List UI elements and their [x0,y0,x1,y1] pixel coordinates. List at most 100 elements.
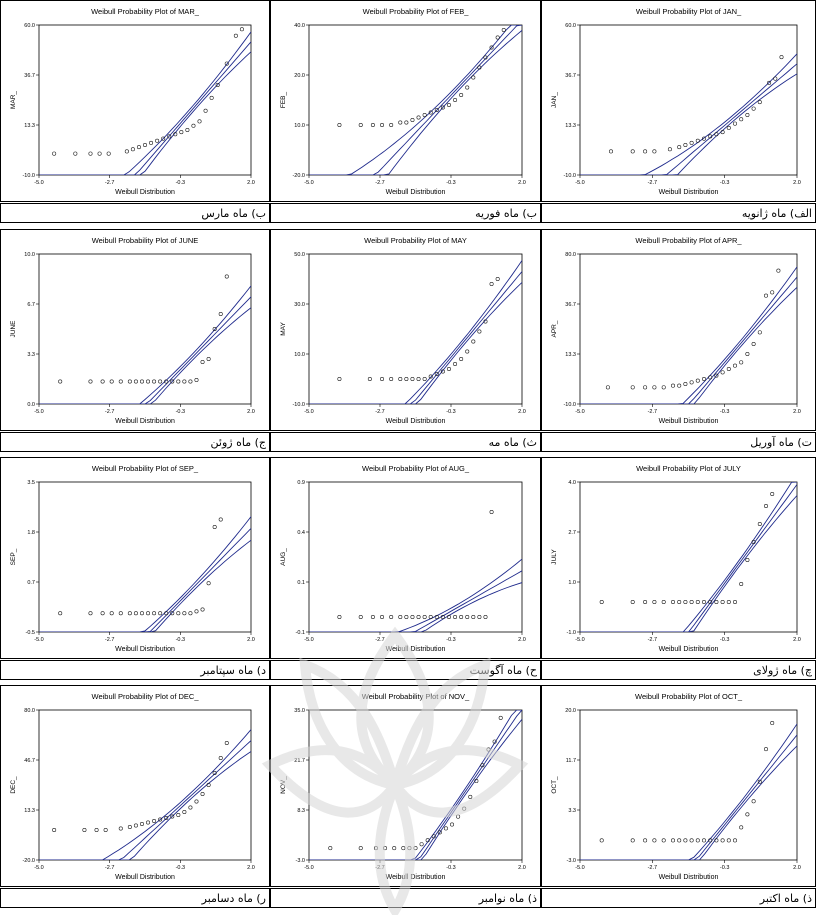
lower-confidence-band [309,30,522,175]
x-tick-label: -0.3 [720,637,729,643]
data-point [630,149,635,154]
data-point [337,615,342,620]
upper-confidence-band [580,266,797,404]
weibull-plot-panel: Weibull Probability Plot of AUG_ -0.1 0.1 0… [270,457,541,659]
data-point [233,33,238,38]
data-point [389,615,394,620]
upper-confidence-band [39,31,251,175]
x-axis-label: Weibull Distribution [115,189,175,196]
data-point [176,611,181,616]
data-point [434,372,439,377]
weibull-plot-panel: Weibull Probability Plot of MAR_ -10.0 13.… [0,0,270,202]
x-tick-label: -0.3 [176,865,185,871]
plot-frame [38,709,252,861]
data-point [702,838,707,843]
data-point [401,846,406,851]
data-point [714,600,719,605]
data-point [173,132,178,137]
fitted-line [309,25,522,175]
upper-confidence-band [580,723,797,860]
data-point [164,379,169,384]
x-axis-label: Weibull Distribution [386,874,446,881]
y-axis-label: FEB_ [280,91,287,108]
x-tick-label: -0.3 [720,865,729,871]
y-tick-label: 3.5 [27,480,35,486]
data-point [215,83,220,88]
data-point [720,600,725,605]
data-point [770,491,775,496]
x-tick-label: -2.7 [105,409,114,415]
y-tick-label: 50.0 [294,252,305,258]
y-tick-label: 20.0 [565,708,576,714]
weibull-plot-svg: Weibull Probability Plot of JAN_ -10.0 13.… [551,7,801,196]
data-point [695,138,700,143]
data-point [661,600,666,605]
data-point [194,378,199,383]
data-point [643,385,648,390]
y-tick-label: -10.0 [292,402,305,408]
x-tick-label: -2.7 [375,180,384,186]
data-point [407,846,412,851]
y-tick-label: 36.7 [565,302,576,308]
panel-caption: ر) ماه دسامبر [0,888,270,908]
data-point [413,846,418,851]
x-axis-label: Weibull Distribution [659,874,719,881]
y-tick-label: 0.0 [27,402,35,408]
upper-confidence-band [309,260,522,404]
data-point [152,379,157,384]
data-point [683,382,688,387]
y-tick-label: 40.0 [294,23,305,29]
data-point [127,379,132,384]
data-point [118,379,123,384]
data-point [380,615,385,620]
data-point [97,151,102,156]
data-point [73,151,78,156]
plot-title: Weibull Probability Plot of JULY [636,464,741,473]
data-point [495,35,500,40]
data-point [465,85,470,90]
data-point [170,814,175,819]
data-point [695,378,700,383]
data-point [745,113,750,118]
plot-title: Weibull Probability Plot of APR_ [635,236,742,245]
data-point [428,374,433,379]
weibull-plot-svg: Weibull Probability Plot of JULY -1.0 1.0 2… [551,464,801,653]
weibull-plot-panel: Weibull Probability Plot of FEB_ -20.0 10.… [270,0,541,202]
y-tick-label: 60.0 [565,23,576,29]
data-point [182,611,187,616]
y-axis-label: NOV_ [280,776,287,794]
data-point [652,838,657,843]
x-axis-label: Weibull Distribution [659,189,719,196]
data-point [483,55,488,60]
data-point [708,600,713,605]
x-tick-label: -0.3 [446,637,455,643]
fitted-line [39,41,251,175]
weibull-plot-svg: Weibull Probability Plot of JUNE 0.0 3.3 6.… [10,236,255,425]
data-point [133,611,138,616]
plot-frame [579,709,798,861]
x-tick-label: 2.0 [793,409,801,415]
data-point [212,327,217,332]
lower-confidence-band [309,719,522,860]
data-point [677,600,682,605]
data-point [200,360,205,365]
data-point [389,123,394,128]
data-point [185,128,190,133]
x-tick-label: 2.0 [247,637,255,643]
data-point [152,819,157,824]
data-point [643,600,648,605]
x-tick-label: 2.0 [793,637,801,643]
data-point [337,377,342,382]
panel-caption: ذ) ماه اکتبر [541,888,816,908]
data-point [757,522,762,527]
data-point [380,123,385,128]
data-point [416,115,421,120]
fitted-line [580,63,797,175]
weibull-plot-panel: Weibull Probability Plot of MAY -10.0 10.0… [270,229,541,431]
panel-caption: ث) ماه مه [270,432,541,452]
data-point [751,342,756,347]
data-point [489,509,494,514]
x-tick-label: -2.7 [648,180,657,186]
y-tick-label: -20.0 [22,858,35,864]
x-tick-label: -0.3 [176,637,185,643]
